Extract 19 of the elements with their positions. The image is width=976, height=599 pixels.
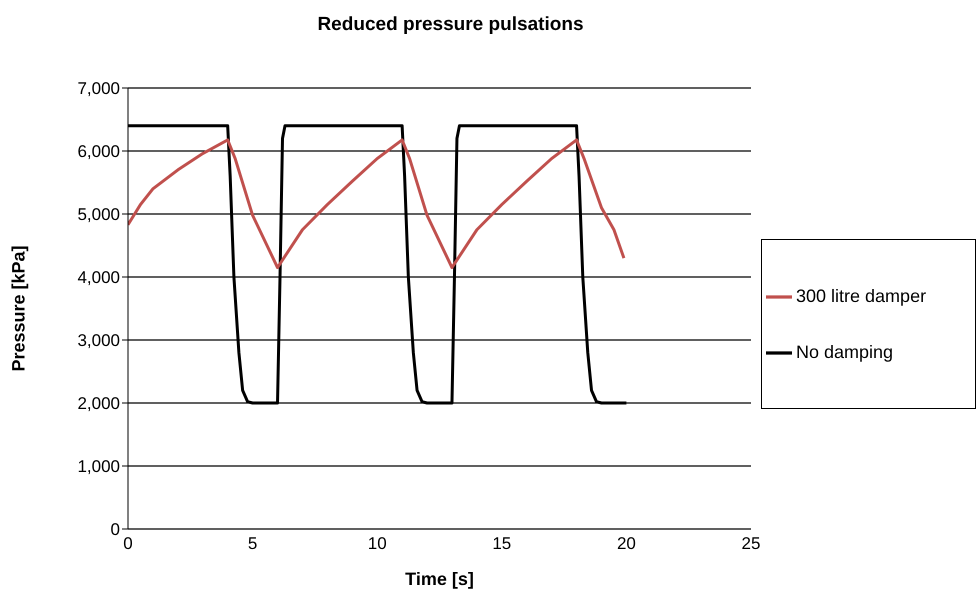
- legend-label: 300 litre damper: [796, 286, 926, 306]
- chart-title: Reduced pressure pulsations: [316, 13, 585, 37]
- y-tick-label: 1,000: [77, 457, 120, 476]
- y-tick-label: 7,000: [77, 79, 120, 98]
- y-tick-label: 5,000: [77, 205, 120, 224]
- x-tick-label: 25: [742, 534, 760, 554]
- x-tick-label: 10: [368, 534, 387, 554]
- y-tick-label: 2,000: [77, 394, 120, 414]
- legend-label: No damping: [796, 342, 894, 362]
- x-tick-label: 20: [616, 534, 636, 554]
- y-tick-label: 4,000: [77, 268, 120, 288]
- y-tick-label: 0: [110, 520, 120, 540]
- x-axis-title: Time [s]: [405, 569, 474, 589]
- x-tick-label: 0: [123, 534, 133, 554]
- y-tick-label: 3,000: [77, 331, 120, 350]
- y-axis-title: Pressure [kPa]: [8, 245, 28, 372]
- x-tick-label: 15: [492, 534, 512, 554]
- y-tick-label: 6,000: [77, 142, 120, 162]
- x-tick-label: 5: [248, 534, 258, 554]
